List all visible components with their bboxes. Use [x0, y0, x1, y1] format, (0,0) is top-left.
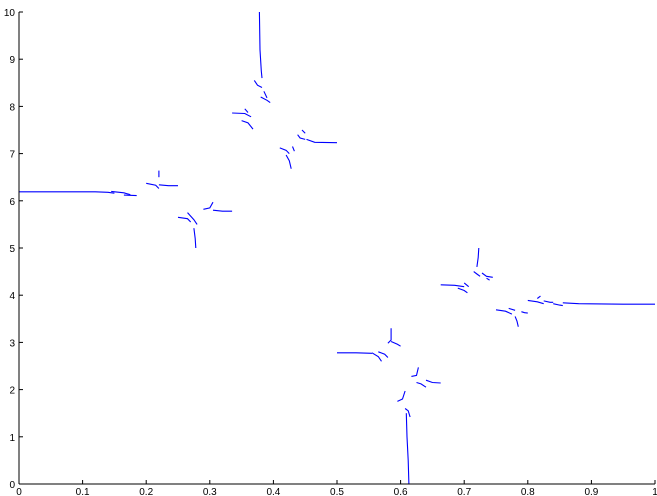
curve-segment-43 — [508, 307, 516, 311]
curve-segment-14 — [253, 80, 263, 88]
curve-segment-16 — [260, 96, 271, 104]
curve-segment-28 — [390, 340, 401, 347]
curve-segment-42 — [495, 309, 513, 315]
curve-segment-37 — [463, 282, 470, 288]
y-tick-label: 10 — [4, 8, 16, 19]
curve-segment-23 — [306, 138, 338, 144]
x-tick-label: 0 — [16, 487, 22, 496]
curve-segment-27 — [387, 328, 392, 344]
curve-segment-18 — [279, 147, 290, 154]
curve-segment-22 — [301, 129, 306, 134]
x-tick-label: 0.2 — [139, 487, 153, 496]
curve-segment-31 — [405, 413, 410, 485]
x-tick-label: 0.1 — [76, 487, 90, 496]
curve-segment-32 — [411, 367, 419, 377]
y-tick-label: 2 — [9, 386, 15, 397]
x-tick-label: 0.9 — [584, 487, 598, 496]
y-tick-label: 0 — [9, 480, 15, 491]
curve-segment-13 — [244, 108, 249, 113]
curve-segment-11 — [232, 112, 252, 118]
x-tick-label: 0.7 — [457, 487, 471, 496]
y-tick-label: 4 — [9, 291, 15, 302]
curve-segment-36 — [457, 287, 468, 294]
curve-segment-46 — [527, 299, 544, 305]
curve-segment-0 — [19, 191, 115, 194]
curve-segment-50 — [562, 302, 655, 305]
curve-segment-1 — [111, 190, 131, 196]
curve-segment-2 — [123, 194, 137, 197]
y-tick-label: 3 — [9, 338, 15, 349]
x-tick-label: 0.4 — [266, 487, 280, 496]
y-tick-label: 1 — [9, 433, 15, 444]
curve-segment-19 — [285, 154, 292, 169]
y-axis-ticks: 0 1 2 3 4 5 6 7 8 9 10 — [4, 8, 23, 491]
curve-segment-8 — [193, 228, 197, 249]
x-tick-label: 0.3 — [203, 487, 217, 496]
curve-group — [19, 11, 655, 485]
curve-segment-33 — [416, 381, 427, 388]
curve-segment-38 — [473, 271, 481, 277]
x-tick-label: 0.8 — [521, 487, 535, 496]
y-tick-label: 7 — [9, 150, 15, 161]
curve-segment-15 — [258, 11, 263, 79]
curve-segment-45 — [521, 311, 528, 314]
curve-segment-10 — [212, 209, 233, 212]
curve-segment-17 — [263, 91, 268, 99]
curve-segment-20 — [291, 146, 295, 152]
curve-segment-41 — [486, 277, 490, 281]
curve-segment-39 — [476, 247, 480, 267]
curve-segment-4 — [158, 184, 178, 187]
curve-segment-26 — [378, 351, 389, 358]
curve-segment-12 — [241, 120, 254, 130]
y-tick-label: 9 — [9, 55, 15, 66]
curve-segment-3 — [146, 182, 160, 189]
curve-segment-34 — [425, 379, 441, 384]
x-axis-ticks: 0 0.1 0.2 0.3 0.4 0.5 0.6 0.7 0.8 0.9 1 — [16, 480, 657, 496]
curve-segment-7 — [187, 212, 198, 225]
curve-segment-9 — [203, 201, 214, 210]
curve-segment-44 — [514, 316, 519, 327]
y-tick-label: 8 — [9, 102, 15, 113]
curve-segment-29 — [397, 390, 406, 402]
curve-segment-6 — [177, 216, 192, 223]
curve-segment-25 — [371, 352, 382, 362]
curve-segment-48 — [543, 300, 554, 303]
curve-segment-35 — [440, 284, 465, 288]
y-tick-label: 5 — [9, 244, 15, 255]
curve-segment-24 — [337, 352, 373, 354]
curve-segment-40 — [481, 272, 493, 278]
curve-segment-49 — [553, 303, 563, 307]
y-tick-label: 6 — [9, 197, 15, 208]
x-tick-label: 0.6 — [394, 487, 408, 496]
curve-segment-30 — [404, 408, 411, 418]
curve-segment-21 — [297, 134, 306, 140]
x-tick-label: 1 — [652, 487, 657, 496]
curve-segment-47 — [536, 295, 541, 299]
x-tick-label: 0.5 — [330, 487, 344, 496]
